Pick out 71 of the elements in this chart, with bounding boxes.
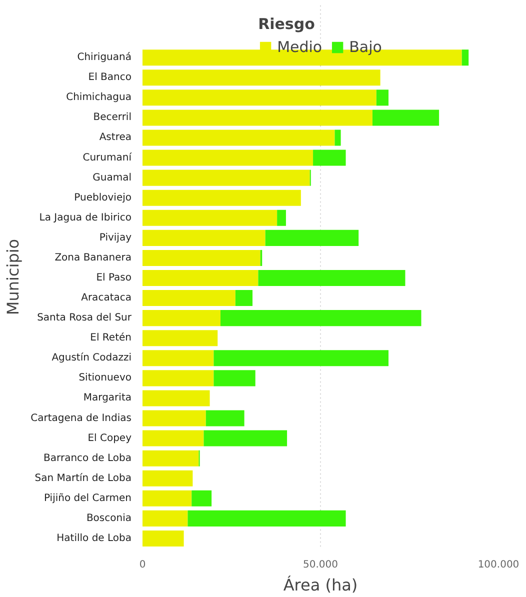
bar [214, 370, 256, 386]
bar [204, 430, 288, 446]
bar [142, 150, 314, 166]
bar [265, 230, 359, 246]
y-tick-label: Bosconia [86, 512, 132, 524]
y-tick-label: La Jagua de Ibirico [39, 212, 132, 224]
bar [142, 390, 210, 406]
y-tick-label: El Retén [90, 332, 132, 344]
legend-title: Riesgo [258, 15, 316, 33]
y-tick-label: Curumaní [82, 152, 133, 164]
y-tick-label: Guamal [92, 172, 132, 184]
bar [277, 210, 286, 226]
y-tick-label: Chimichagua [66, 92, 132, 104]
y-tick-label: Barranco de Loba [44, 452, 132, 464]
bar [334, 130, 341, 146]
bar [372, 110, 440, 126]
y-tick-label: Chiriguaná [77, 52, 132, 64]
bar [313, 150, 346, 166]
bar [142, 490, 192, 506]
bar [142, 70, 380, 86]
bar [142, 190, 301, 206]
bar [142, 170, 310, 186]
y-tick-label: Hatillo de Loba [56, 532, 132, 544]
x-tick-label: 100.000 [478, 560, 520, 570]
bar [188, 510, 346, 526]
bar [142, 270, 258, 286]
bar [220, 310, 422, 326]
y-tick-label: Pijiño del Carmen [44, 492, 132, 504]
y-tick-label: El Copey [88, 432, 132, 444]
bar [258, 270, 406, 286]
bar [214, 350, 388, 366]
y-tick-label: Becerril [93, 112, 132, 124]
bar [142, 210, 278, 226]
bar [142, 450, 199, 466]
bar [376, 90, 388, 106]
y-axis-title: Municipio [4, 238, 23, 316]
x-tick-label: 0 [139, 560, 146, 570]
bar [142, 110, 372, 126]
bar [142, 290, 236, 306]
y-tick-label: Astrea [99, 132, 132, 144]
y-tick-label: Puebloviejo [74, 192, 132, 204]
y-tick-label: Zona Bananera [54, 252, 132, 264]
bar [192, 490, 212, 506]
y-tick-label: Sitionuevo [78, 372, 132, 384]
bar [142, 250, 260, 266]
y-tick-label: Margarita [83, 392, 132, 404]
bar [142, 130, 335, 146]
y-tick-label: Santa Rosa del Sur [37, 312, 132, 324]
y-tick-label: El Paso [96, 272, 132, 284]
y-tick-label: El Banco [88, 72, 132, 84]
bar [142, 90, 376, 106]
bar [142, 370, 214, 386]
y-tick-label: Cartagena de Indias [30, 412, 132, 424]
y-tick-label: Pivijay [99, 232, 132, 244]
bar [142, 310, 220, 326]
y-tick-label: Aracataca [81, 292, 132, 304]
x-tick-label: 50.000 [303, 560, 338, 570]
bar [142, 430, 204, 446]
bar [462, 50, 469, 66]
y-tick-label: San Martín de Loba [34, 472, 132, 484]
bar [142, 410, 206, 426]
bar [142, 470, 193, 486]
x-axis-title: Área (ha) [283, 576, 358, 594]
bar [142, 510, 188, 526]
bar [142, 530, 184, 546]
bar [206, 410, 244, 426]
bar [235, 290, 253, 306]
bar [142, 350, 214, 366]
bar [142, 230, 266, 246]
bar [142, 330, 218, 346]
y-tick-label: Agustín Codazzi [52, 352, 132, 364]
